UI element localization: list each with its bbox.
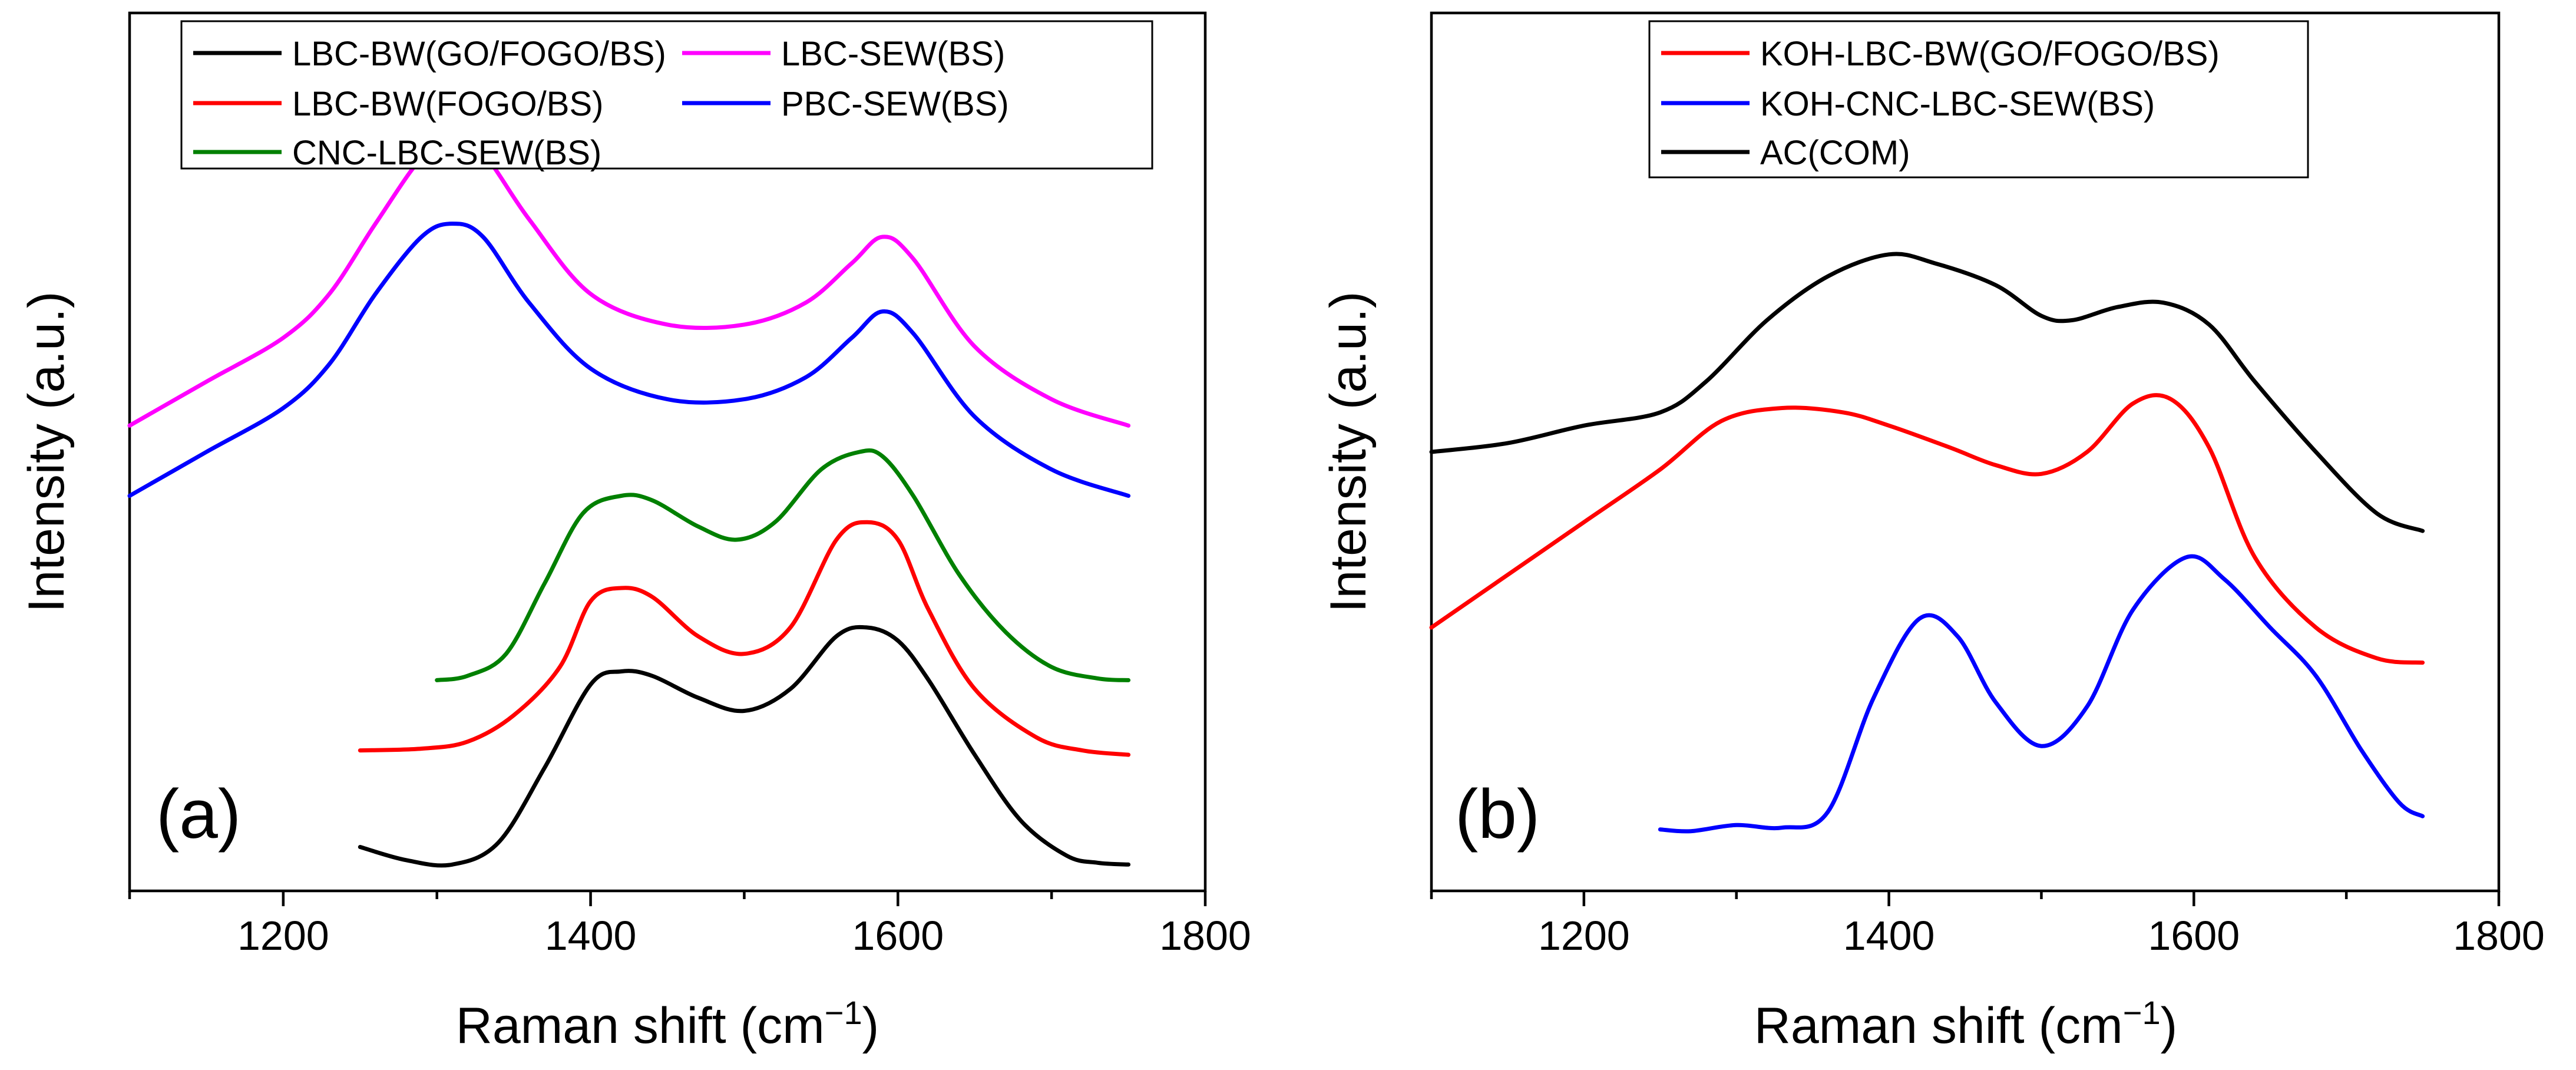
x-ticks: 1200 1400 1600 1800	[128, 891, 1251, 959]
legend: LBC-BW(GO/FOGO/BS) LBC-SEW(BS) LBC-BW(FO…	[180, 20, 1153, 172]
series-line-0	[1429, 393, 2425, 665]
x-axis-title-sup: −1	[2123, 994, 2161, 1031]
y-axis-title: Intensity (a.u.)	[18, 292, 75, 613]
x-tick-label: 1400	[545, 913, 637, 959]
x-axis-title: Raman shift (cm−1)	[456, 994, 879, 1054]
x-ticks: 1200 1400 1600 1800	[1430, 891, 2545, 959]
series-layer	[127, 138, 1131, 868]
x-tick-label: 1800	[1159, 913, 1251, 959]
x-axis-title-sup: −1	[825, 994, 862, 1031]
legend-box	[1648, 20, 2309, 179]
x-axis-title-prefix: Raman shift (cm	[456, 998, 825, 1054]
x-tick-label: 1200	[1538, 913, 1630, 959]
panel-label: (b)	[1455, 775, 1540, 853]
series-line-0	[358, 625, 1131, 868]
panel-label: (a)	[156, 775, 241, 853]
x-axis-title-suffix: )	[862, 998, 879, 1054]
series-line-2	[435, 448, 1131, 682]
legend-label: AC(COM)	[1760, 134, 1910, 172]
x-axis-title: Raman shift (cm−1)	[1754, 994, 2178, 1054]
legend-label: LBC-BW(FOGO/BS)	[292, 85, 603, 123]
x-axis-title-suffix: )	[2161, 998, 2178, 1054]
series-line-1	[1658, 554, 2425, 834]
series-line-2	[1429, 252, 2425, 533]
legend-label: PBC-SEW(BS)	[781, 85, 1009, 123]
x-tick-label: 1400	[1843, 913, 1935, 959]
legend-label: CNC-LBC-SEW(BS)	[292, 134, 601, 172]
legend-label: KOH-CNC-LBC-SEW(BS)	[1760, 85, 2155, 123]
legend-box	[180, 20, 1153, 170]
x-tick-label: 1600	[852, 913, 944, 959]
x-tick-label: 1200	[237, 913, 329, 959]
series-line-4	[127, 138, 1131, 428]
plot-area-frame	[128, 11, 1207, 893]
x-axis-title-prefix: Raman shift (cm	[1754, 998, 2123, 1054]
series-line-1	[358, 520, 1131, 757]
panel-a: 1200 1400 1600 1800 (a) Intensity (a.u.) Ra…	[18, 11, 1251, 1054]
series-layer	[1429, 252, 2425, 834]
legend-label: LBC-BW(GO/FOGO/BS)	[292, 35, 666, 73]
series-line-3	[127, 222, 1131, 498]
legend: KOH-LBC-BW(GO/FOGO/BS) KOH-CNC-LBC-SEW(B…	[1648, 20, 2309, 179]
legend-label: KOH-LBC-BW(GO/FOGO/BS)	[1760, 35, 2220, 73]
panel-b: 1200 1400 1600 1800 (b) Intensity (a.u.) Ra…	[1320, 11, 2545, 1054]
x-tick-label: 1800	[2453, 913, 2545, 959]
legend-label: LBC-SEW(BS)	[781, 35, 1005, 73]
y-axis-title: Intensity (a.u.)	[1320, 292, 1377, 613]
x-tick-label: 1600	[2148, 913, 2240, 959]
